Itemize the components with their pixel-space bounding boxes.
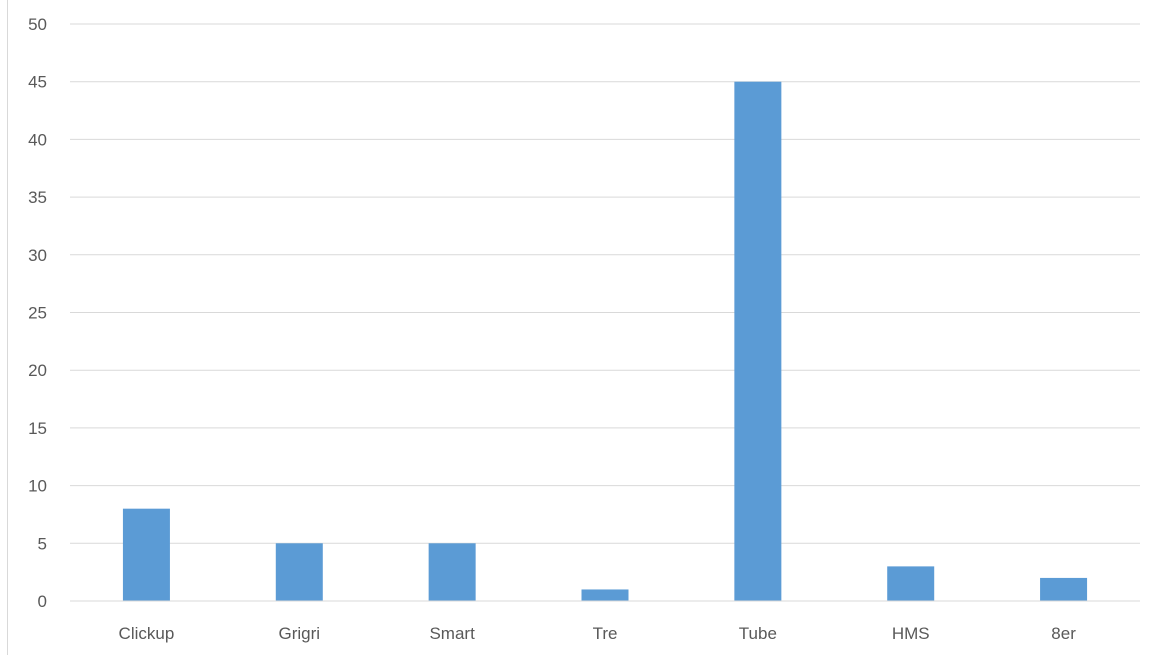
bar-tre <box>581 589 629 601</box>
x-tick-label: Smart <box>429 624 475 643</box>
bars <box>122 81 1088 601</box>
y-tick-label: 35 <box>28 188 47 207</box>
y-tick-label: 30 <box>28 246 47 265</box>
gridlines <box>70 23 1140 544</box>
bar-clickup <box>122 508 170 601</box>
x-tick-label: Clickup <box>119 624 175 643</box>
x-tick-label: Grigri <box>279 624 321 643</box>
x-tick-label: Tube <box>739 624 777 643</box>
y-tick-label: 5 <box>38 534 47 553</box>
y-tick-label: 10 <box>28 477 47 496</box>
bar-tube <box>734 81 782 601</box>
y-tick-label: 0 <box>38 592 47 611</box>
y-tick-label: 20 <box>28 361 47 380</box>
bar-grigri <box>275 543 323 601</box>
chart-frame-left-border <box>7 0 8 655</box>
y-tick-label: 15 <box>28 419 47 438</box>
y-axis-tick-labels: 0 5 10 15 20 25 30 35 40 45 50 <box>28 15 47 611</box>
x-tick-label: Tre <box>593 624 618 643</box>
x-tick-label: HMS <box>892 624 930 643</box>
bar-8er <box>1040 577 1088 601</box>
y-tick-label: 40 <box>28 130 47 149</box>
y-tick-label: 50 <box>28 15 47 34</box>
x-tick-label: 8er <box>1051 624 1076 643</box>
y-tick-label: 25 <box>28 304 47 323</box>
y-tick-label: 45 <box>28 73 47 92</box>
x-axis-tick-labels: Clickup Grigri Smart Tre Tube HMS 8er <box>119 624 1077 643</box>
bar-hms <box>887 566 935 601</box>
bar-smart <box>428 543 476 601</box>
